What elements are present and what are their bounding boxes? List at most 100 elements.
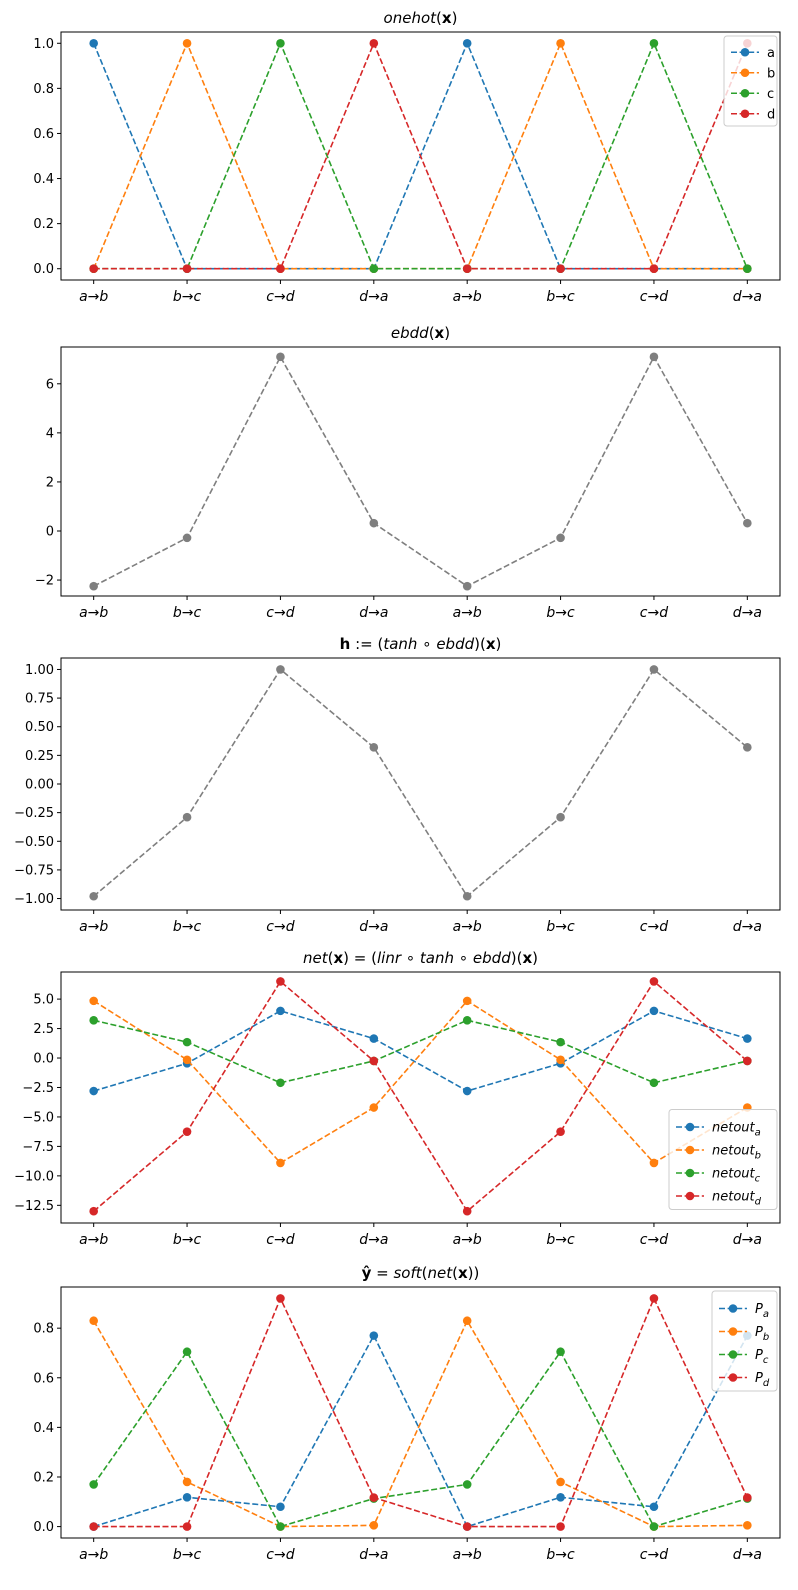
data-point xyxy=(276,264,285,274)
legend-box xyxy=(723,35,778,127)
y-tick-label: 1.0 xyxy=(33,37,54,52)
plot-frame xyxy=(60,346,781,597)
data-point xyxy=(182,533,192,543)
data-point xyxy=(462,581,472,591)
data-point xyxy=(276,665,285,674)
legend: Pa Pb Pc Pd xyxy=(711,1290,778,1392)
x-tick-label: d→a xyxy=(733,1547,762,1563)
y-tick-label: 5.0 xyxy=(33,993,54,1008)
y-tick-label: 6 xyxy=(46,377,54,392)
data-point xyxy=(556,533,565,543)
plot-frame xyxy=(60,971,781,1224)
y-tick-label: −10.0 xyxy=(14,1169,54,1184)
chart-title: net(x) = (linr ∘ tanh ∘ ebdd)(x) xyxy=(303,949,538,967)
x-tick-label: d→a xyxy=(359,1232,388,1248)
series-line-1 xyxy=(93,1333,749,1528)
x-tick-label: a→b xyxy=(453,1547,482,1563)
legend-label: d xyxy=(767,107,775,122)
y-tick-label: 0.75 xyxy=(25,692,54,707)
data-point xyxy=(182,1055,192,1065)
data-point xyxy=(743,1493,752,1502)
data-point xyxy=(743,1521,752,1530)
x-tick-label: c→d xyxy=(640,605,668,621)
y-tick-label: 2 xyxy=(46,475,54,490)
y-tick-label: 0.4 xyxy=(33,172,54,187)
legend-label: Pa xyxy=(755,1302,769,1320)
data-point xyxy=(276,1502,285,1512)
legend-marker xyxy=(740,109,750,119)
legend-label: netoutc xyxy=(712,1167,761,1185)
y-tick-label: 0.0 xyxy=(33,1520,54,1535)
x-tick-label: a→b xyxy=(453,919,482,935)
x-tick-label: d→a xyxy=(733,289,762,305)
chart-title: ŷ = soft(net(x)) xyxy=(362,1264,480,1282)
data-point xyxy=(276,1522,285,1531)
data-point xyxy=(556,812,565,822)
data-point xyxy=(649,665,659,674)
x-tick-label: b→c xyxy=(546,1232,575,1248)
legend-box xyxy=(711,1290,778,1392)
data-point xyxy=(182,1522,192,1531)
y-tick-label: 0.6 xyxy=(33,1371,54,1386)
data-point xyxy=(649,1522,659,1531)
y-tick-label: 0.2 xyxy=(33,1470,54,1485)
legend-box xyxy=(668,1109,778,1210)
x-tick-label: b→c xyxy=(173,605,202,621)
legend-label: Pb xyxy=(755,1325,769,1343)
data-point xyxy=(276,352,285,362)
y-tick-label: 0.25 xyxy=(25,749,54,764)
x-tick-label: c→d xyxy=(640,1547,668,1563)
data-point xyxy=(649,1006,659,1016)
x-tick-label: d→a xyxy=(733,1232,762,1248)
legend-marker xyxy=(685,1122,695,1132)
x-tick-label: d→a xyxy=(359,289,388,305)
x-tick-label: c→d xyxy=(266,605,294,621)
x-tick-label: b→c xyxy=(546,1547,575,1563)
y-tick-label: −0.75 xyxy=(14,863,54,878)
data-point xyxy=(89,1480,98,1489)
x-tick-label: c→d xyxy=(266,1547,294,1563)
legend-marker xyxy=(740,47,750,57)
series-line-4 xyxy=(93,41,749,270)
y-tick-label: 0.00 xyxy=(25,778,54,793)
data-point xyxy=(89,581,98,591)
x-tick-label: a→b xyxy=(453,605,482,621)
series-line-3 xyxy=(93,1350,748,1528)
data-point xyxy=(462,891,472,901)
data-point xyxy=(89,1522,98,1531)
x-tick-label: b→c xyxy=(173,1547,202,1563)
legend-marker xyxy=(740,88,750,98)
series-line-1 xyxy=(93,668,748,898)
x-tick-label: c→d xyxy=(640,289,668,305)
data-point xyxy=(556,264,565,274)
x-tick-label: b→c xyxy=(546,605,575,621)
data-point xyxy=(556,1127,565,1136)
x-tick-label: b→c xyxy=(173,1232,202,1248)
chart-title: h := (tanh ∘ ebdd)(x) xyxy=(340,635,502,653)
data-point xyxy=(276,1294,285,1303)
x-tick-label: b→c xyxy=(546,289,575,305)
y-tick-label: −7.5 xyxy=(22,1140,54,1155)
data-point xyxy=(556,1522,565,1531)
data-point xyxy=(462,38,472,48)
data-point xyxy=(462,264,472,274)
chart-panel-1: onehot(x) 0.0 0.2 0.4 0.6 0.8 1.0 a→b b→c c→d d→a a… xyxy=(33,9,781,305)
chart-title: onehot(x) xyxy=(384,9,458,27)
data-point xyxy=(649,352,659,362)
x-tick-label: d→a xyxy=(733,605,762,621)
data-point xyxy=(649,1502,659,1512)
x-tick-label: a→b xyxy=(79,289,108,305)
data-point xyxy=(369,1056,379,1066)
data-point xyxy=(649,264,659,274)
data-point xyxy=(182,1477,192,1487)
legend-label: Pc xyxy=(755,1348,769,1366)
legend-marker xyxy=(728,1373,738,1382)
series-line-1 xyxy=(93,1010,748,1092)
series-line-4 xyxy=(93,1296,749,1528)
x-tick-label: c→d xyxy=(266,289,294,305)
y-tick-label: 2.5 xyxy=(33,1022,54,1037)
x-tick-label: b→c xyxy=(546,919,575,935)
data-point xyxy=(89,1086,98,1096)
